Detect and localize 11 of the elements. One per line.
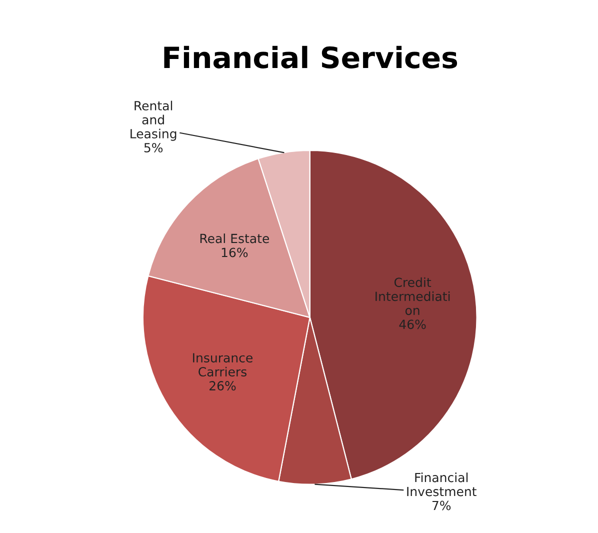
data-label: 5% [144,142,163,152]
slice-label: Rental and Leasing [130,100,176,141]
data-label: 46% [399,320,426,330]
slice-label: Insurance Carriers [193,353,252,376]
slice-label: Financial Investment [407,472,476,496]
slice-label: Credit Intermediati on [376,277,450,316]
data-label: 26% [210,381,236,390]
chart-title: Financial Services [164,46,458,68]
data-label: 7% [432,500,451,510]
data-label: 16% [222,248,248,258]
slice-label: Real Estate [200,234,270,244]
